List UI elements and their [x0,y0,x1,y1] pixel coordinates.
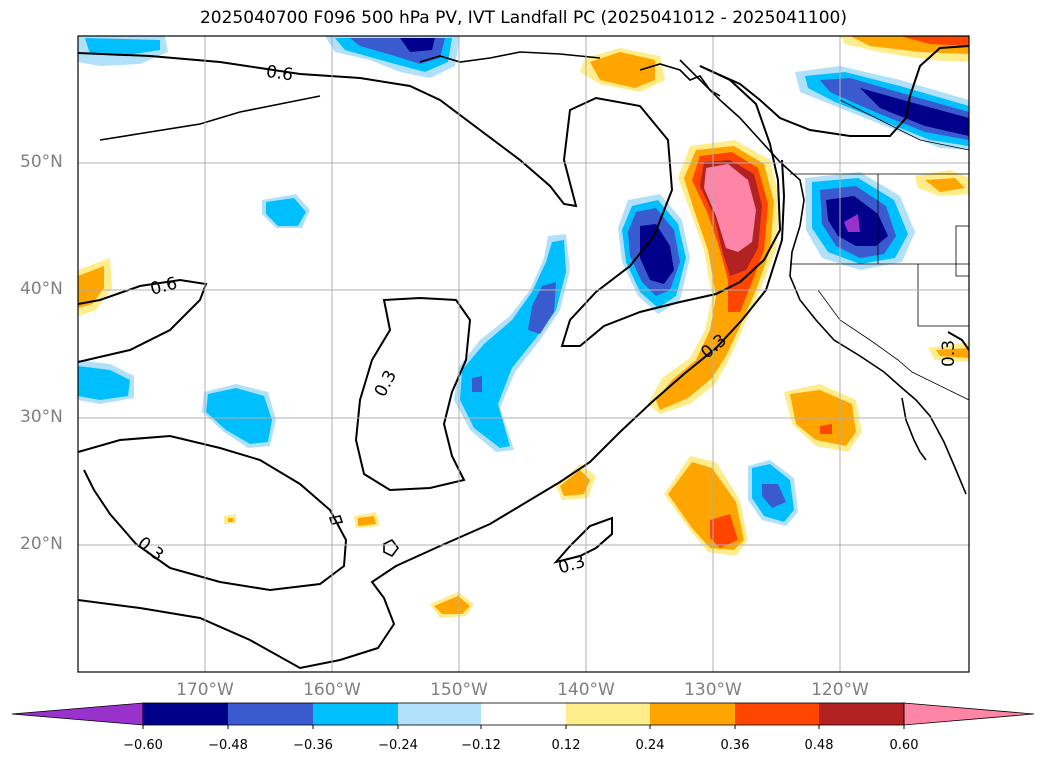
coastlines [99,51,967,558]
map-frame [77,35,970,673]
colorbar-extend-high [903,702,1035,726]
longitude-label: 140°W [557,680,615,700]
contour-label: 0.6 [265,62,295,86]
gridlines [78,36,969,672]
longitude-label: 130°W [684,680,742,700]
latitude-label: 30°N [20,407,63,427]
colorbar-tick-label: −0.48 [208,738,248,753]
latitude-label: 40°N [20,279,63,299]
colorbar-tick-label: −0.60 [123,738,163,753]
colorbar-tick-label: 0.48 [804,738,834,753]
colorbar-extend-low [11,702,144,726]
colorbar-tick-label: 0.12 [551,738,581,753]
colorbar-tick-label: 0.60 [889,738,919,753]
colorbar-tick-label: 0.24 [635,738,665,753]
colorbar [11,702,1035,729]
colorbar-tick-label: 0.36 [720,738,750,753]
colorbar-tick-label: −0.24 [378,738,418,753]
latitude-label: 50°N [20,152,63,172]
map-area: 0.6 0.6 0.3 0.3 0.3 0.3 0.3 [78,36,969,672]
contour-lines [78,45,969,670]
latitude-label: 20°N [20,534,63,554]
longitude-label: 150°W [430,680,488,700]
longitude-label: 120°W [811,680,869,700]
colorbar-tick-label: −0.36 [293,738,333,753]
borders [790,99,969,401]
contour-label: 0.3 [939,340,959,367]
map-title: 2025040700 F096 500 hPa PV, IVT Landfall… [199,8,847,28]
longitude-label: 160°W [303,680,361,700]
longitude-label: 170°W [176,680,234,700]
colorbar-tick-label: −0.12 [461,738,501,753]
